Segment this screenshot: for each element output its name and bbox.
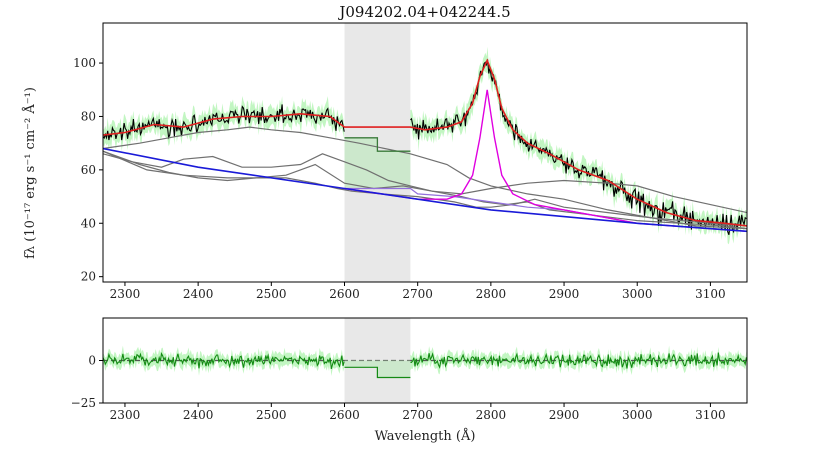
top-y-axis: 20 40 60 80 100 (73, 56, 103, 284)
x-tick-label: 2500 (256, 408, 287, 422)
residual-x-axis: 2300 2400 2500 2600 2700 2800 2900 3000 3100 (110, 403, 726, 422)
residual-panel: 2300 2400 2500 2600 2700 2800 2900 3000 3100 −25… (71, 317, 748, 444)
x-tick-label: 2300 (110, 408, 141, 422)
masked-fe-fill (344, 137, 411, 189)
residual-line (410, 352, 747, 369)
error-band-segment (103, 96, 345, 152)
x-tick-label: 2400 (183, 287, 214, 301)
component-line (103, 150, 747, 230)
model-line (103, 58, 747, 227)
y-tick-label: 60 (81, 163, 96, 177)
top-axes-frame (102, 22, 748, 283)
x-tick-label: 2700 (402, 287, 433, 301)
y-tick-label: 0 (88, 354, 96, 368)
x-tick-label: 3100 (695, 287, 726, 301)
x-tick-label: 3000 (622, 408, 653, 422)
residual-line (103, 352, 345, 370)
y-tick-label: 100 (73, 56, 96, 70)
component-line (103, 150, 747, 227)
model-lines (103, 58, 747, 233)
y-tick-label: 40 (81, 216, 96, 230)
masked-residual-step (344, 366, 411, 379)
error-band-segment (410, 46, 747, 245)
residual-y-axis: −25 0 (71, 354, 103, 410)
x-tick-label: 2300 (110, 287, 141, 301)
observed-spectrum (103, 59, 747, 235)
x-tick-label: 2800 (476, 408, 507, 422)
y-tick-label: 20 (81, 270, 96, 284)
x-tick-label: 2600 (329, 408, 360, 422)
x-tick-label: 2600 (329, 287, 360, 301)
masked-fe-step (344, 137, 411, 152)
top-panel: 2300 2400 2500 2600 2700 2800 2900 3000 3100 20 4… (73, 3, 748, 301)
residual-series (103, 352, 747, 379)
chart-title: J094202.04+042244.5 (337, 3, 510, 21)
y-axis-label: fλ (10⁻¹⁷ erg s⁻¹ cm⁻² Å⁻¹) (22, 87, 38, 259)
y-tick-label: −25 (71, 396, 96, 410)
y-tick-label: 80 (81, 109, 96, 123)
x-tick-label: 2700 (402, 408, 433, 422)
continuum-line (103, 147, 747, 233)
component-line (103, 153, 747, 214)
spectrum-line (103, 104, 345, 141)
x-tick-label: 2800 (476, 287, 507, 301)
mgii-line (344, 89, 747, 232)
x-tick-label: 2900 (549, 287, 580, 301)
component-line (103, 126, 747, 230)
x-tick-label: 2900 (549, 408, 580, 422)
x-tick-label: 2400 (183, 408, 214, 422)
error-band (103, 46, 747, 245)
x-tick-label: 3100 (695, 408, 726, 422)
top-x-axis: 2300 2400 2500 2600 2700 2800 2900 3000 3100 (110, 282, 726, 301)
x-tick-label: 3000 (622, 287, 653, 301)
x-tick-label: 2500 (256, 287, 287, 301)
x-axis-label: Wavelength (Å) (375, 428, 476, 444)
